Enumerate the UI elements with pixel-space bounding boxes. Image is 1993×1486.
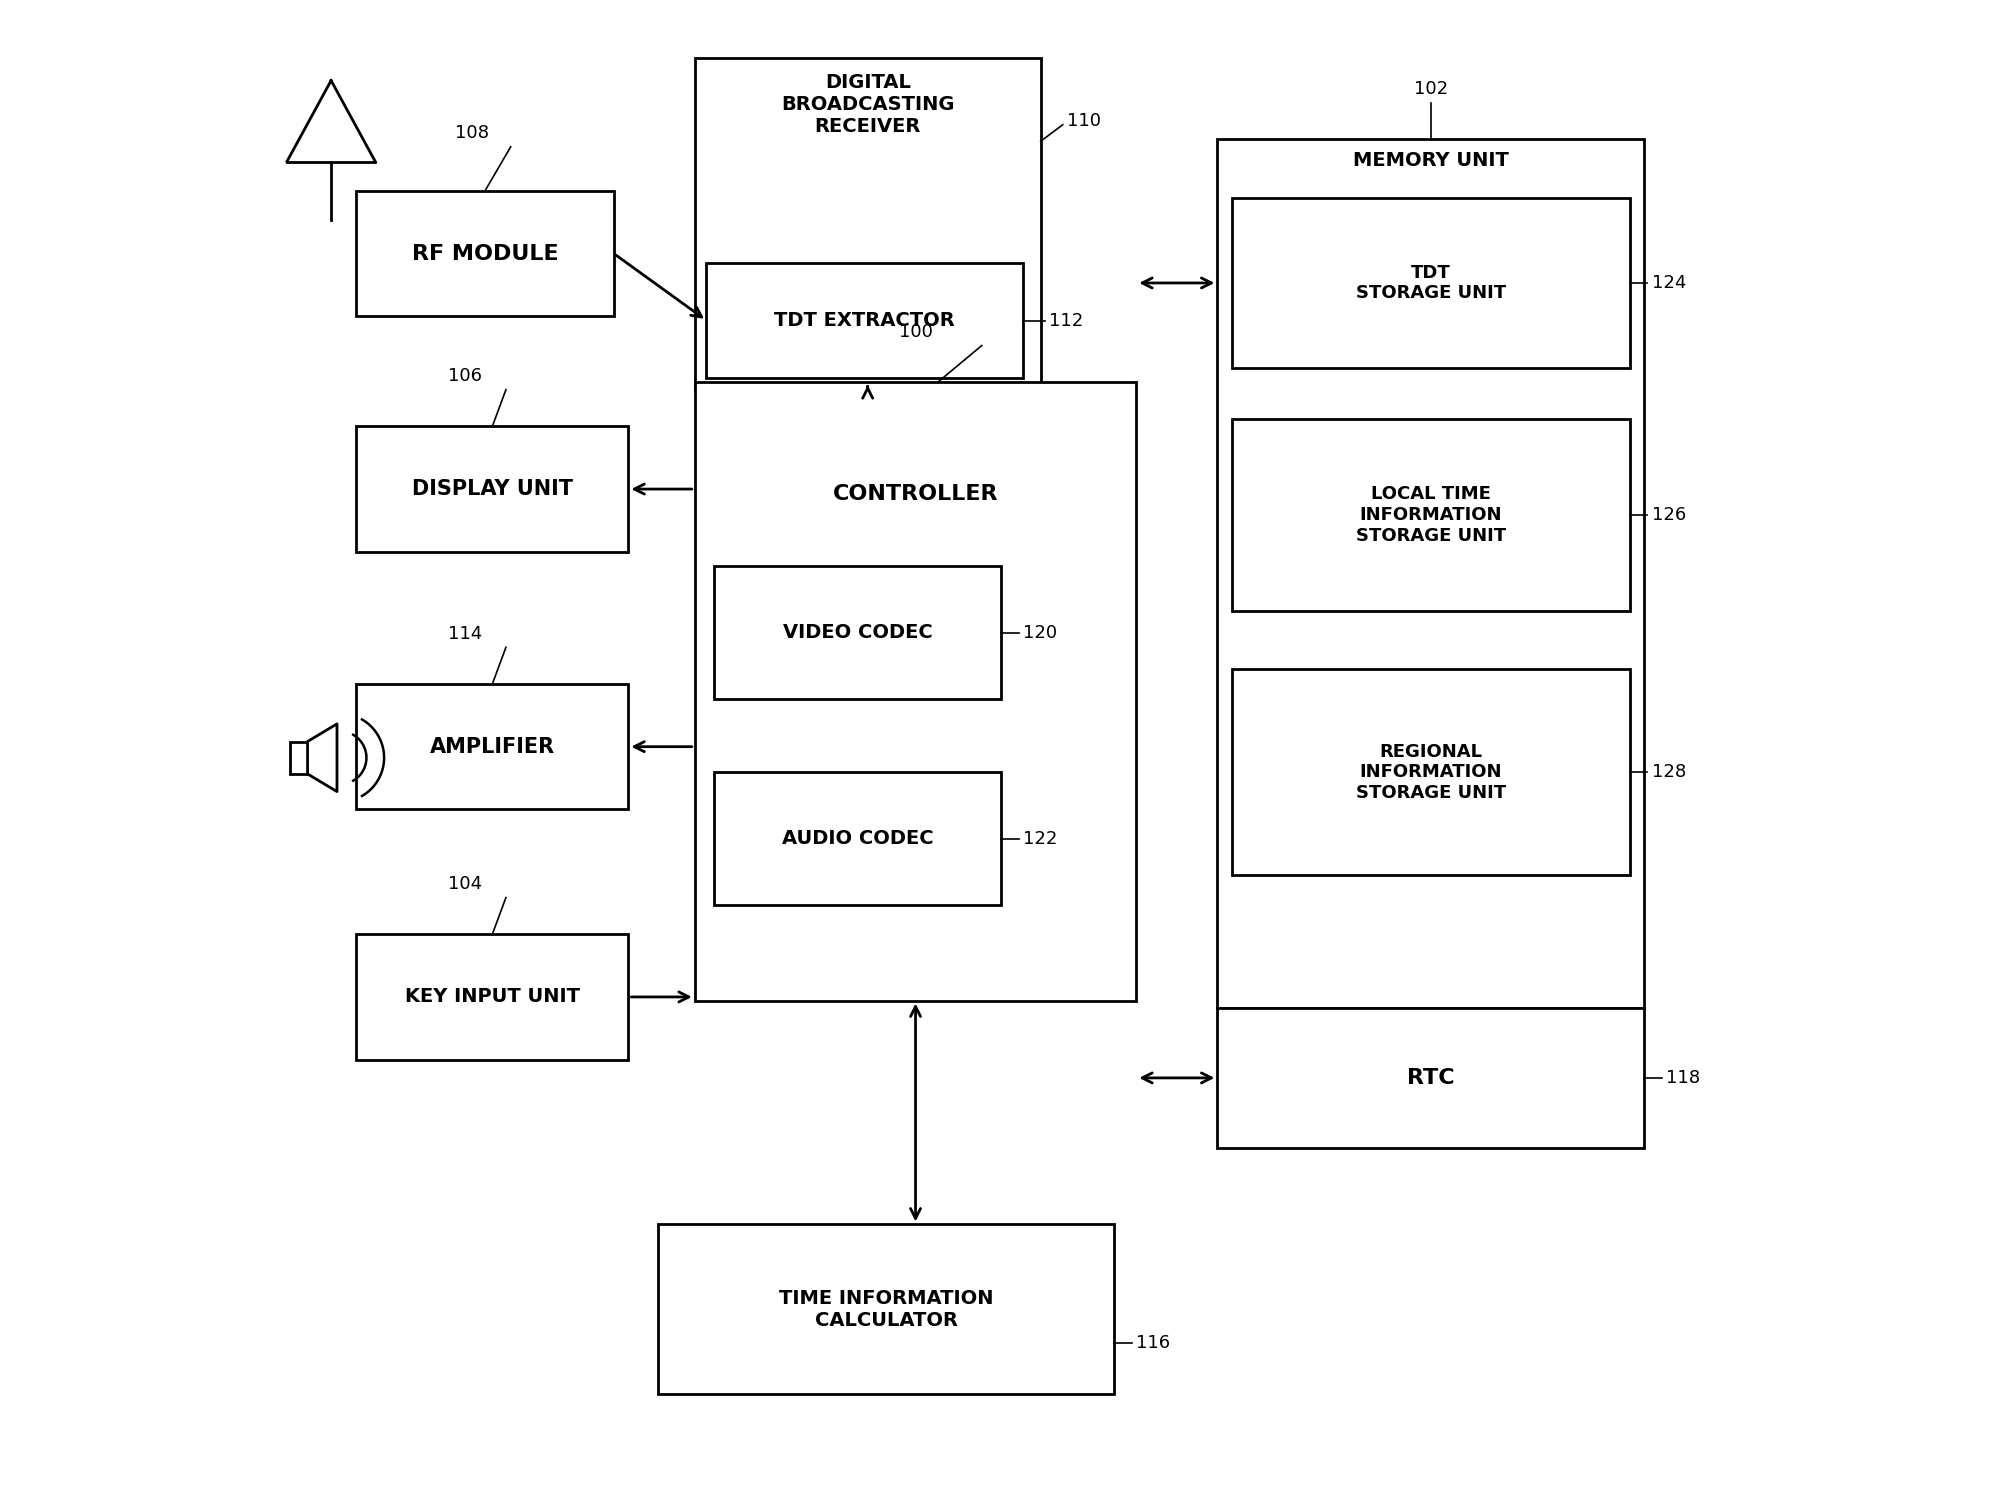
Text: DISPLAY UNIT: DISPLAY UNIT	[413, 478, 572, 499]
Text: AMPLIFIER: AMPLIFIER	[430, 737, 554, 756]
Text: DIGITAL
BROADCASTING
RECEIVER: DIGITAL BROADCASTING RECEIVER	[781, 73, 955, 137]
Text: 118: 118	[1666, 1068, 1700, 1086]
FancyBboxPatch shape	[1218, 140, 1644, 1008]
Text: 100: 100	[899, 322, 933, 342]
Text: 116: 116	[1136, 1334, 1170, 1352]
Text: TDT EXTRACTOR: TDT EXTRACTOR	[775, 311, 955, 330]
FancyBboxPatch shape	[696, 382, 1136, 1000]
FancyBboxPatch shape	[1232, 669, 1630, 875]
Text: RF MODULE: RF MODULE	[413, 244, 558, 263]
FancyBboxPatch shape	[713, 566, 1000, 698]
Text: 124: 124	[1652, 273, 1686, 291]
Polygon shape	[307, 724, 337, 792]
Text: LOCAL TIME
INFORMATION
STORAGE UNIT: LOCAL TIME INFORMATION STORAGE UNIT	[1355, 484, 1507, 545]
Text: 104: 104	[448, 875, 482, 893]
Text: 114: 114	[448, 626, 482, 643]
Text: TDT
STORAGE UNIT: TDT STORAGE UNIT	[1355, 263, 1507, 302]
Text: 108: 108	[454, 125, 488, 143]
FancyBboxPatch shape	[357, 192, 614, 317]
Text: 128: 128	[1652, 764, 1686, 782]
FancyBboxPatch shape	[357, 684, 628, 810]
FancyBboxPatch shape	[1218, 1008, 1644, 1147]
Text: 102: 102	[1413, 80, 1447, 98]
Text: 122: 122	[1022, 829, 1058, 847]
Bar	[289, 742, 307, 774]
FancyBboxPatch shape	[357, 935, 628, 1060]
FancyBboxPatch shape	[713, 773, 1000, 905]
Text: CONTROLLER: CONTROLLER	[833, 483, 998, 504]
FancyBboxPatch shape	[658, 1224, 1114, 1394]
Text: 106: 106	[448, 367, 482, 385]
Text: REGIONAL
INFORMATION
STORAGE UNIT: REGIONAL INFORMATION STORAGE UNIT	[1355, 743, 1507, 802]
Text: 112: 112	[1050, 312, 1084, 330]
FancyBboxPatch shape	[706, 263, 1022, 377]
Text: 120: 120	[1022, 624, 1056, 642]
Text: 110: 110	[1066, 113, 1102, 131]
FancyBboxPatch shape	[1232, 198, 1630, 367]
Text: RTC: RTC	[1407, 1068, 1455, 1088]
FancyBboxPatch shape	[1232, 419, 1630, 611]
Text: 126: 126	[1652, 505, 1686, 525]
Text: TIME INFORMATION
CALCULATOR: TIME INFORMATION CALCULATOR	[779, 1288, 993, 1330]
FancyBboxPatch shape	[696, 58, 1040, 389]
Text: MEMORY UNIT: MEMORY UNIT	[1353, 152, 1509, 171]
FancyBboxPatch shape	[357, 426, 628, 551]
Text: VIDEO CODEC: VIDEO CODEC	[783, 623, 933, 642]
Text: KEY INPUT UNIT: KEY INPUT UNIT	[405, 987, 580, 1006]
Text: AUDIO CODEC: AUDIO CODEC	[781, 829, 933, 849]
